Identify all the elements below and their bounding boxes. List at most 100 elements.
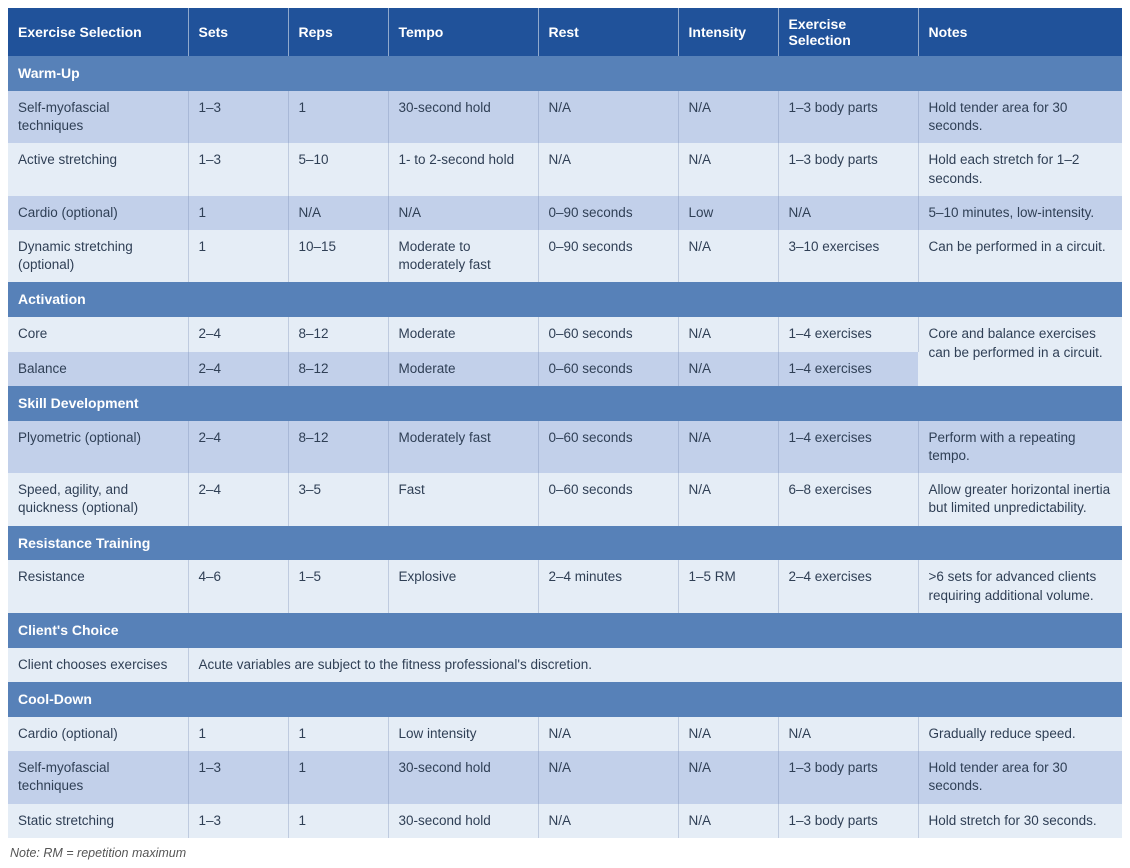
cell: 0–60 seconds <box>538 421 678 473</box>
cell-exercise: Core <box>8 317 188 351</box>
cell: 1 <box>288 91 388 143</box>
cell: 2–4 minutes <box>538 560 678 612</box>
table-body: Warm-UpSelf-myofascial techniques1–3130-… <box>8 56 1122 838</box>
cell-exercise: Self-myofascial techniques <box>8 91 188 143</box>
cell: 4–6 <box>188 560 288 612</box>
cell: N/A <box>778 196 918 230</box>
cell: N/A <box>388 196 538 230</box>
cell-exercise: Cardio (optional) <box>8 196 188 230</box>
footnote-text: RM = repetition maximum <box>43 846 186 860</box>
cell-notes: Allow greater horizontal inertia but lim… <box>918 473 1122 525</box>
cell: Low <box>678 196 778 230</box>
section-header-row: Activation <box>8 282 1122 317</box>
cell: N/A <box>678 91 778 143</box>
cell-exercise: Self-myofascial techniques <box>8 751 188 803</box>
col-header: Reps <box>288 8 388 56</box>
cell: N/A <box>678 421 778 473</box>
cell: 0–90 seconds <box>538 230 678 282</box>
cell: N/A <box>678 352 778 386</box>
col-header: Rest <box>538 8 678 56</box>
cell: 2–4 exercises <box>778 560 918 612</box>
col-header: Notes <box>918 8 1122 56</box>
cell: 8–12 <box>288 352 388 386</box>
cell: 1–5 RM <box>678 560 778 612</box>
cell: 6–8 exercises <box>778 473 918 525</box>
cell: N/A <box>288 196 388 230</box>
table-row: Dynamic stretching (optional)110–15Moder… <box>8 230 1122 282</box>
cell: 3–5 <box>288 473 388 525</box>
cell: 1- to 2-second hold <box>388 143 538 195</box>
cell: Explosive <box>388 560 538 612</box>
cell: Moderate to moderately fast <box>388 230 538 282</box>
col-header: Exercise Selection <box>8 8 188 56</box>
cell: N/A <box>538 751 678 803</box>
cell: N/A <box>778 717 918 751</box>
cell: Fast <box>388 473 538 525</box>
table-row: Self-myofascial techniques1–3130-second … <box>8 91 1122 143</box>
table-wrapper: Exercise Selection Sets Reps Tempo Rest … <box>8 8 1122 860</box>
cell-exercise: Resistance <box>8 560 188 612</box>
cell-notes: >6 sets for advanced clients requiring a… <box>918 560 1122 612</box>
table-row: Cardio (optional)1N/AN/A0–90 secondsLowN… <box>8 196 1122 230</box>
cell: 1 <box>188 196 288 230</box>
cell: N/A <box>538 717 678 751</box>
section-header-row: Cool-Down <box>8 682 1122 717</box>
cell: 1 <box>288 804 388 838</box>
cell: 1–3 body parts <box>778 91 918 143</box>
table-row: Cardio (optional)11Low intensityN/AN/AN/… <box>8 717 1122 751</box>
cell: N/A <box>678 751 778 803</box>
section-header-row: Resistance Training <box>8 526 1122 561</box>
cell: 1–3 <box>188 143 288 195</box>
section-header-row: Warm-Up <box>8 56 1122 91</box>
cell: 3–10 exercises <box>778 230 918 282</box>
cell: 2–4 <box>188 352 288 386</box>
section-title: Activation <box>8 282 1122 317</box>
cell: 10–15 <box>288 230 388 282</box>
table-row: Active stretching1–35–101- to 2-second h… <box>8 143 1122 195</box>
section-header-row: Client's Choice <box>8 613 1122 648</box>
cell: 1 <box>288 751 388 803</box>
footnote: Note: RM = repetition maximum <box>8 842 1122 860</box>
cell-notes: Hold each stretch for 1–2 seconds. <box>918 143 1122 195</box>
cell-notes: Hold tender area for 30 seconds. <box>918 91 1122 143</box>
cell: N/A <box>538 143 678 195</box>
footnote-label: Note: <box>10 846 40 860</box>
cell: 30-second hold <box>388 804 538 838</box>
table-row: Resistance4–61–5Explosive2–4 minutes1–5 … <box>8 560 1122 612</box>
cell: 0–60 seconds <box>538 317 678 351</box>
cell-exercise: Dynamic stretching (optional) <box>8 230 188 282</box>
cell: Low intensity <box>388 717 538 751</box>
cell-spanned-note: Acute variables are subject to the fitne… <box>188 648 1122 682</box>
table-row: Plyometric (optional)2–48–12Moderately f… <box>8 421 1122 473</box>
cell: 1–3 <box>188 751 288 803</box>
cell-exercise: Speed, agility, and quickness (optional) <box>8 473 188 525</box>
table-row: Speed, agility, and quickness (optional)… <box>8 473 1122 525</box>
cell: 0–60 seconds <box>538 473 678 525</box>
cell: N/A <box>678 804 778 838</box>
cell-notes: Gradually reduce speed. <box>918 717 1122 751</box>
cell-exercise: Static stretching <box>8 804 188 838</box>
cell: N/A <box>538 91 678 143</box>
col-header: Intensity <box>678 8 778 56</box>
cell: 1 <box>188 717 288 751</box>
cell: Moderately fast <box>388 421 538 473</box>
cell: N/A <box>678 473 778 525</box>
section-title: Resistance Training <box>8 526 1122 561</box>
cell: 1–3 body parts <box>778 804 918 838</box>
cell-exercise: Plyometric (optional) <box>8 421 188 473</box>
cell: Moderate <box>388 352 538 386</box>
cell: 1–3 <box>188 91 288 143</box>
cell: N/A <box>678 317 778 351</box>
cell: 0–60 seconds <box>538 352 678 386</box>
cell: N/A <box>678 717 778 751</box>
section-header-row: Skill Development <box>8 386 1122 421</box>
cell-exercise: Cardio (optional) <box>8 717 188 751</box>
cell: Moderate <box>388 317 538 351</box>
cell: 1–4 exercises <box>778 352 918 386</box>
header-row: Exercise Selection Sets Reps Tempo Rest … <box>8 8 1122 56</box>
cell: 1 <box>188 230 288 282</box>
cell-notes: 5–10 minutes, low-intensity. <box>918 196 1122 230</box>
cell: 1–4 exercises <box>778 317 918 351</box>
cell: 30-second hold <box>388 91 538 143</box>
section-title: Client's Choice <box>8 613 1122 648</box>
